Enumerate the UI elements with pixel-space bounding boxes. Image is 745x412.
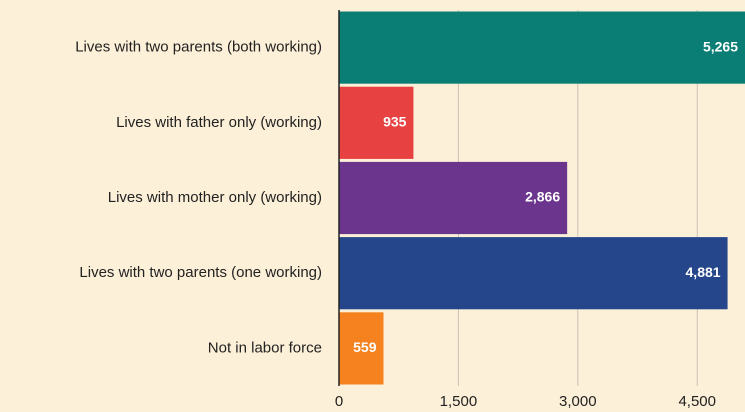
x-tick-label: 3,000 [559, 393, 597, 410]
value-label: 559 [353, 339, 377, 355]
bar [339, 161, 568, 235]
bar [339, 86, 414, 159]
value-label: 5,265 [703, 38, 738, 54]
value-label: 4,881 [686, 264, 721, 280]
bar [339, 312, 384, 385]
bar [339, 237, 728, 310]
bars [339, 11, 745, 385]
y-tick-label: Lives with mother only (working) [108, 189, 322, 206]
bar [339, 11, 745, 84]
y-tick-label: Not in labor force [208, 339, 322, 356]
y-tick-label: Lives with two parents (one working) [79, 264, 322, 281]
value-label: 2,866 [525, 189, 560, 205]
value-label: 935 [383, 114, 407, 130]
x-tick-label: 0 [335, 393, 343, 410]
y-tick-label: Lives with two parents (both working) [75, 39, 322, 56]
x-tick-label: 4,500 [678, 393, 716, 410]
y-tick-label: Lives with father only (working) [116, 114, 322, 131]
x-tick-label: 1,500 [440, 393, 478, 410]
